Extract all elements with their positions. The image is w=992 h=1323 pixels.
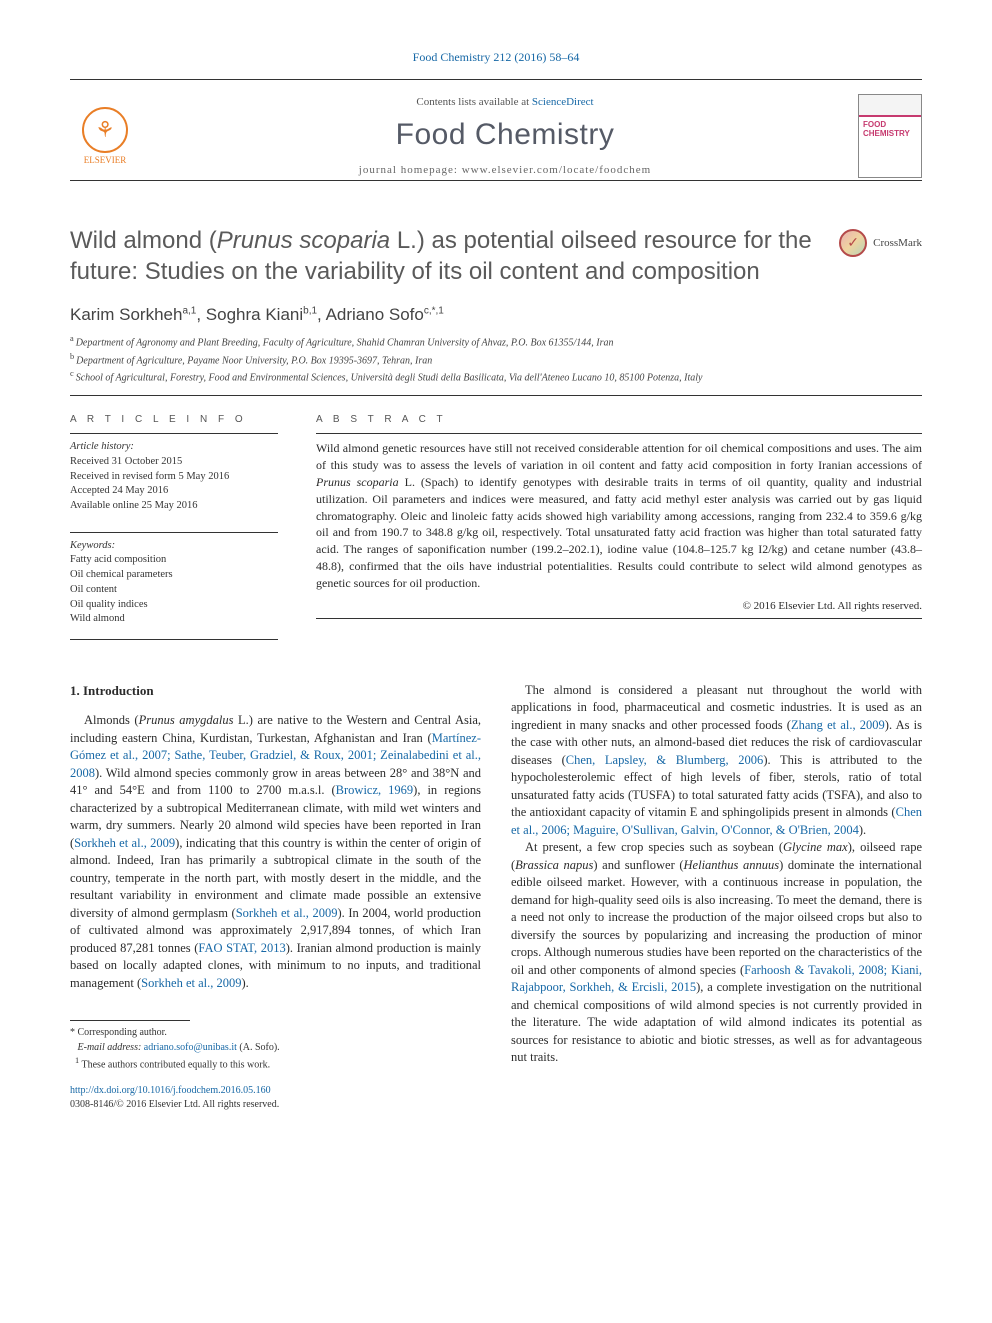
ref-link[interactable]: Sorkheh et al., 2009 xyxy=(74,836,175,850)
crossmark-label: CrossMark xyxy=(873,237,922,249)
ref-link[interactable]: Chen, Lapsley, & Blumberg, 2006 xyxy=(566,753,764,767)
elsevier-tree-icon: ⚘ xyxy=(82,107,128,153)
title-part1: Wild almond ( xyxy=(70,227,217,254)
ref-link[interactable]: Sorkheh et al., 2009 xyxy=(141,976,241,990)
history-revised: Received in revised form 5 May 2016 xyxy=(70,470,278,485)
author-list: Karim Sorkheha,1, Soghra Kianib,1, Adria… xyxy=(70,305,922,325)
keyword-2: Oil chemical parameters xyxy=(70,568,278,583)
article-info: A R T I C L E I N F O Article history: R… xyxy=(70,414,278,627)
affiliation-b: Department of Agriculture, Payame Noor U… xyxy=(76,355,432,366)
email-line: E-mail address: adriano.sofo@unibas.it (… xyxy=(70,1040,481,1055)
ref-link[interactable]: Browicz, 1969 xyxy=(336,783,413,797)
history-accepted: Accepted 24 May 2016 xyxy=(70,484,278,499)
abstract-bottom-rule xyxy=(316,618,922,619)
author-3: Adriano Sofo xyxy=(326,305,424,324)
ref-link[interactable]: Sorkheh et al., 2009 xyxy=(236,906,338,920)
issn-copyright: 0308-8146/© 2016 Elsevier Ltd. All right… xyxy=(70,1098,481,1112)
keywords-head: Keywords: xyxy=(70,539,278,554)
history-received: Received 31 October 2015 xyxy=(70,455,278,470)
top-rule xyxy=(70,79,922,80)
sciencedirect-link[interactable]: ScienceDirect xyxy=(532,96,594,108)
affiliation-a: Department of Agronomy and Plant Breedin… xyxy=(76,338,614,349)
homepage-line: journal homepage: www.elsevier.com/locat… xyxy=(152,164,858,176)
info-rule-2 xyxy=(70,532,278,533)
intro-para-1: Almonds (Prunus amygdalus L.) are native… xyxy=(70,712,481,992)
keyword-1: Fatty acid composition xyxy=(70,553,278,568)
body-col-right: The almond is considered a pleasant nut … xyxy=(511,682,922,1113)
citation-line: Food Chemistry 212 (2016) 58–64 xyxy=(70,50,922,65)
copyright: © 2016 Elsevier Ltd. All rights reserved… xyxy=(316,600,922,612)
info-heading: A R T I C L E I N F O xyxy=(70,414,278,425)
keyword-3: Oil content xyxy=(70,583,278,598)
contents-prefix: Contents lists available at xyxy=(416,96,531,108)
keyword-5: Wild almond xyxy=(70,612,278,627)
mid-rule xyxy=(70,395,922,396)
affiliations: aDepartment of Agronomy and Plant Breedi… xyxy=(70,333,922,385)
affiliation-c: School of Agricultural, Forestry, Food a… xyxy=(76,372,703,383)
equal-contrib-note: 1 1 These authors contributed equally to… xyxy=(70,1055,481,1072)
info-rule-1 xyxy=(70,433,278,434)
journal-cover-thumb: FOOD CHEMISTRY xyxy=(858,94,922,178)
homepage-label: journal homepage: xyxy=(359,164,462,176)
journal-name: Food Chemistry xyxy=(152,118,858,152)
history-head: Article history: xyxy=(70,440,278,455)
doi-block: http://dx.doi.org/10.1016/j.foodchem.201… xyxy=(70,1084,481,1112)
title-species: Prunus scoparia xyxy=(217,227,390,254)
homepage-url[interactable]: www.elsevier.com/locate/foodchem xyxy=(462,164,652,176)
crossmark-badge[interactable]: ✓ CrossMark xyxy=(839,229,922,257)
abstract-rule xyxy=(316,433,922,434)
cover-title: FOOD CHEMISTRY xyxy=(859,117,921,143)
journal-header: ⚘ ELSEVIER Contents lists available at S… xyxy=(70,86,922,181)
keyword-4: Oil quality indices xyxy=(70,598,278,613)
section-heading: 1. Introduction xyxy=(70,682,481,700)
author-1-sup: a,1 xyxy=(182,306,196,317)
footnotes: * Corresponding author. E-mail address: … xyxy=(70,1020,481,1072)
elsevier-logo: ⚘ ELSEVIER xyxy=(70,96,140,176)
abstract-text: Wild almond genetic resources have still… xyxy=(316,440,922,591)
author-2-sup: b,1 xyxy=(303,306,317,317)
publisher-name: ELSEVIER xyxy=(84,155,127,165)
history-online: Available online 25 May 2016 xyxy=(70,499,278,514)
crossmark-icon: ✓ xyxy=(839,229,867,257)
author-3-sup: c,*,1 xyxy=(424,306,444,317)
abstract: A B S T R A C T Wild almond genetic reso… xyxy=(316,414,922,627)
doi-link[interactable]: http://dx.doi.org/10.1016/j.foodchem.201… xyxy=(70,1085,271,1096)
author-2: Soghra Kiani xyxy=(206,305,303,324)
intro-para-2: The almond is considered a pleasant nut … xyxy=(511,682,922,840)
body-col-left: 1. Introduction Almonds (Prunus amygdalu… xyxy=(70,682,481,1113)
info-bottom-rule xyxy=(70,639,278,640)
ref-link[interactable]: FAO STAT, 2013 xyxy=(198,941,285,955)
abstract-heading: A B S T R A C T xyxy=(316,414,922,425)
corresponding-note: * Corresponding author. xyxy=(70,1025,481,1040)
footnote-rule xyxy=(70,1020,190,1021)
ref-link[interactable]: Zhang et al., 2009 xyxy=(791,718,885,732)
intro-para-3: At present, a few crop species such as s… xyxy=(511,839,922,1067)
body-columns: 1. Introduction Almonds (Prunus amygdalu… xyxy=(70,682,922,1113)
author-1: Karim Sorkheh xyxy=(70,305,182,324)
article-title: Wild almond (Prunus scoparia L.) as pote… xyxy=(70,225,825,287)
contents-line: Contents lists available at ScienceDirec… xyxy=(152,96,858,108)
email-link[interactable]: adriano.sofo@unibas.it xyxy=(144,1042,237,1053)
